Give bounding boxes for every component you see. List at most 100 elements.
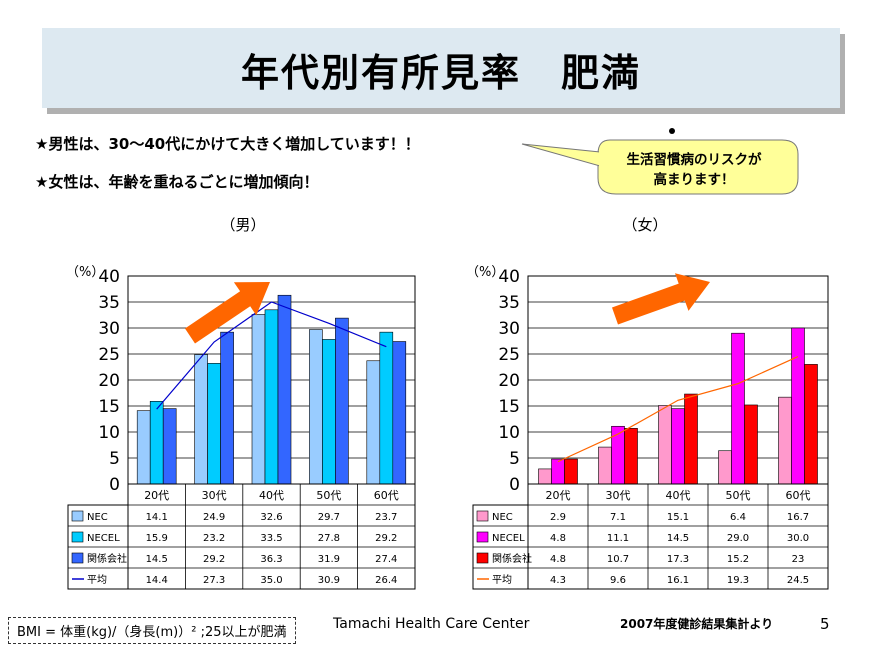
male-bar-kankei bbox=[162, 408, 177, 485]
male-category-label: 40代 bbox=[259, 489, 284, 502]
female-legend-label: 平均 bbox=[492, 574, 512, 586]
female-bar-necel bbox=[611, 425, 625, 485]
male-bar-necel bbox=[322, 339, 336, 485]
male-y-tick-label: 20 bbox=[98, 371, 120, 391]
page-title: 年代別有所見率 肥満 bbox=[240, 51, 641, 95]
female-table-value: 16.7 bbox=[787, 512, 809, 523]
callout-bubble bbox=[521, 139, 799, 195]
callout-text: 生活習慣病のリスクが 高まります！ bbox=[600, 150, 788, 190]
male-table-value: 14.5 bbox=[146, 554, 168, 565]
male-category-label: 20代 bbox=[144, 489, 169, 502]
male-table-value: 26.4 bbox=[375, 575, 397, 586]
male-bar-kankei bbox=[220, 331, 234, 485]
male-bar-nec bbox=[136, 410, 151, 485]
female-bar-kankei bbox=[564, 458, 578, 485]
male-bar-nec bbox=[309, 329, 323, 485]
female-bar-nec bbox=[538, 468, 552, 485]
female-table-value: 19.3 bbox=[727, 575, 749, 586]
female-trend-arrow bbox=[612, 273, 710, 325]
female-table-value: 2.9 bbox=[550, 512, 566, 523]
male-bar-nec bbox=[251, 314, 266, 485]
female-table-value: 17.3 bbox=[667, 554, 689, 565]
female-bar-necel bbox=[671, 408, 685, 485]
male-table-value: 29.2 bbox=[203, 554, 225, 565]
female-table-value: 9.6 bbox=[610, 575, 626, 586]
female-bar-necel bbox=[791, 327, 805, 485]
male-table-value: 24.9 bbox=[203, 512, 225, 523]
female-bar-necel bbox=[731, 332, 745, 485]
male-table-value: 27.4 bbox=[375, 554, 397, 565]
female-table-value: 4.3 bbox=[550, 575, 566, 586]
male-table-value: 27.3 bbox=[203, 575, 225, 586]
male-y-tick-label: 35 bbox=[98, 293, 120, 313]
female-chart-title: （女） bbox=[622, 216, 667, 234]
female-average-line bbox=[557, 356, 799, 463]
female-table-value: 16.1 bbox=[667, 575, 689, 586]
male-table-value: 30.9 bbox=[318, 575, 340, 586]
male-y-axis-label: （%） bbox=[66, 265, 104, 280]
female-table-value: 10.7 bbox=[607, 554, 629, 565]
male-y-tick-label: 15 bbox=[98, 397, 120, 417]
female-y-tick-label: 25 bbox=[498, 345, 520, 365]
female-legend-label: 関係会社 bbox=[492, 552, 532, 565]
male-y-tick-label: 25 bbox=[98, 345, 120, 365]
male-y-tick-label: 0 bbox=[109, 475, 120, 495]
bullet-male: ★男性は、30～40代にかけて大きく増加しています！！ bbox=[35, 135, 420, 153]
male-y-tick-label: 5 bbox=[109, 449, 120, 469]
male-table-value: 15.9 bbox=[146, 533, 168, 544]
female-category-label: 30代 bbox=[606, 489, 631, 502]
bmi-note: BMI = 体重(kg)/（身長(m)）² ;25以上が肥満 bbox=[8, 617, 296, 644]
female-y-tick-label: 40 bbox=[498, 267, 520, 287]
female-y-tick-label: 20 bbox=[498, 371, 520, 391]
male-y-tick-label: 30 bbox=[98, 319, 120, 339]
male-table-value: 27.8 bbox=[318, 533, 340, 544]
male-legend-label: 関係会社 bbox=[87, 552, 127, 565]
female-bar-kankei bbox=[624, 428, 638, 485]
male-table-value: 35.0 bbox=[260, 575, 282, 586]
female-y-tick-label: 15 bbox=[498, 397, 520, 417]
footer-organization: Tamachi Health Care Center bbox=[333, 616, 530, 632]
female-bar-kankei bbox=[804, 364, 818, 485]
male-table-value: 29.2 bbox=[375, 533, 397, 544]
male-bar-necel bbox=[264, 309, 279, 485]
female-legend-label: NEC bbox=[492, 512, 513, 523]
female-table-value: 4.8 bbox=[550, 533, 566, 544]
male-bar-necel bbox=[207, 363, 221, 485]
female-bar-kankei bbox=[684, 393, 698, 485]
male-y-tick-label: 10 bbox=[98, 423, 120, 443]
male-legend-label: NECEL bbox=[87, 533, 120, 544]
callout-line-1: 生活習慣病のリスクが bbox=[626, 152, 762, 168]
male-table-value: 29.7 bbox=[318, 512, 340, 523]
male-bar-kankei bbox=[277, 294, 292, 485]
male-bar-kankei bbox=[392, 341, 407, 485]
male-chart-title: （男） bbox=[220, 216, 265, 234]
female-category-label: 20代 bbox=[546, 489, 571, 502]
male-table-value: 14.1 bbox=[146, 512, 168, 523]
female-table-value: 30.0 bbox=[787, 533, 809, 544]
female-legend-swatch bbox=[476, 510, 489, 522]
male-table-value: 23.7 bbox=[375, 512, 397, 523]
male-table-value: 32.6 bbox=[260, 512, 282, 523]
male-legend-label: 平均 bbox=[87, 574, 107, 586]
female-y-tick-label: 0 bbox=[509, 475, 520, 495]
female-bar-necel bbox=[551, 458, 565, 485]
male-bar-nec bbox=[366, 360, 381, 485]
female-y-axis-label: （%） bbox=[466, 265, 504, 280]
female-table-value: 24.5 bbox=[787, 575, 809, 586]
female-table-value: 14.5 bbox=[667, 533, 689, 544]
male-legend-swatch bbox=[71, 531, 84, 543]
male-trend-arrow bbox=[185, 282, 270, 344]
title-banner: 年代別有所見率 肥満 bbox=[42, 28, 840, 108]
female-table-value: 23 bbox=[792, 554, 805, 565]
male-category-label: 50代 bbox=[316, 489, 341, 502]
male-bar-nec bbox=[194, 354, 208, 485]
female-bar-nec bbox=[658, 405, 672, 485]
female-table-value: 11.1 bbox=[607, 533, 629, 544]
dot-marker bbox=[669, 128, 675, 134]
callout-line-2: 高まります！ bbox=[653, 172, 735, 188]
male-table-value: 31.9 bbox=[318, 554, 340, 565]
male-legend-swatch bbox=[71, 510, 84, 522]
female-y-tick-label: 10 bbox=[498, 423, 520, 443]
male-y-tick-label: 40 bbox=[98, 267, 120, 287]
